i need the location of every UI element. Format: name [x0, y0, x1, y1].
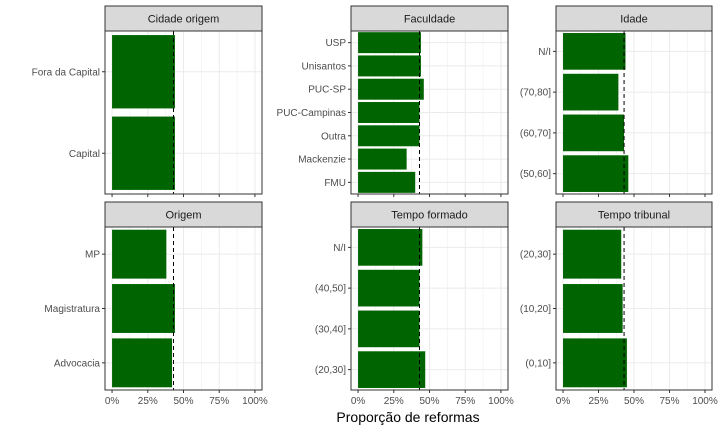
- panel-origem: Origem MP Magistratura Advocacia 0% 25% 50% 75%…: [44, 201, 268, 407]
- y-tick-label-capital: Capital: [69, 149, 100, 160]
- panel-tempo-tribunal: Tempo tribunal (20,30] (10,20] (0,10] 0% 25% 5…: [520, 201, 718, 407]
- panel-tempo-formado: Tempo formado N/I (40,50] (30,40] (20,30] 0% 2…: [315, 201, 514, 407]
- bar-puc-sp: [358, 78, 424, 100]
- bar-10-20: [563, 284, 623, 333]
- bar-usp: [358, 32, 421, 54]
- y-tick-label-20-30: (20,30]: [520, 250, 551, 261]
- y-tick-label-puc-campinas: PUC-Campinas: [277, 108, 346, 119]
- y-tick-label-mackenzie: Mackenzie: [298, 155, 346, 166]
- bar-40-50: [358, 269, 420, 307]
- bar-unisantos: [358, 55, 421, 77]
- y-tick-label-fora-da-capital: Fora da Capital: [32, 67, 100, 78]
- panel-strip: [350, 201, 509, 228]
- x-tick-label: 50%: [624, 396, 644, 407]
- x-tick-label: 75%: [659, 396, 679, 407]
- bar-70-80: [563, 73, 619, 111]
- panel-idade: Idade N/I (70,80] (60,70] (50,60]: [520, 5, 713, 197]
- x-tick-label: 75%: [455, 396, 475, 407]
- bar-outra: [358, 125, 420, 147]
- bar-50-60: [563, 155, 629, 192]
- x-tick-label: 75%: [209, 396, 229, 407]
- bar-puc-campinas: [358, 102, 420, 123]
- panel-title: Cidade origem: [148, 14, 220, 26]
- y-tick-label-fmu: FMU: [324, 178, 346, 189]
- panel-strip: [104, 5, 263, 32]
- x-tick-label: 0%: [556, 396, 571, 407]
- bar-mp: [112, 229, 167, 279]
- panel-title: Tempo formado: [391, 210, 467, 222]
- y-tick-label-mp: MP: [85, 250, 100, 261]
- x-tick-label: 0%: [105, 396, 120, 407]
- y-tick-label-40-50: (40,50]: [315, 284, 346, 295]
- bar-60-70: [563, 114, 625, 152]
- bar-advocacia: [112, 338, 173, 388]
- bar-fora-da-capital: [112, 35, 175, 109]
- y-tick-label-10-20: (10,20]: [520, 304, 551, 315]
- bar-n-i: [358, 229, 423, 266]
- panel-strip: [350, 5, 509, 32]
- panel-title: Origem: [165, 210, 201, 222]
- y-tick-label-advocacia: Advocacia: [54, 358, 101, 369]
- bar-20-30: [358, 351, 426, 388]
- x-tick-label: 100%: [692, 396, 718, 407]
- y-tick-label-magistratura: Magistratura: [44, 304, 100, 315]
- bar-20-30: [563, 229, 622, 279]
- panels-layer: Cidade origem Fora da Capital Capital Facul…: [32, 5, 718, 407]
- y-tick-label-0-10: (0,10]: [525, 358, 551, 369]
- panel-strip: [104, 201, 263, 228]
- y-tick-label-50-60: (50,60]: [520, 169, 551, 180]
- bar-mackenzie: [358, 148, 407, 170]
- y-tick-label-70-80: (70,80]: [520, 88, 551, 99]
- panel-title: Idade: [620, 14, 648, 26]
- panel-cidade-origem: Cidade origem Fora da Capital Capital: [32, 5, 263, 197]
- y-tick-label-30-40: (30,40]: [315, 324, 346, 335]
- y-tick-label-usp: USP: [325, 38, 346, 49]
- bar-0-10: [563, 338, 627, 388]
- x-tick-label: 25%: [589, 396, 609, 407]
- y-tick-label-20-30: (20,30]: [315, 365, 346, 376]
- panel-faculdade: Faculdade USP Unisantos PUC-SP PUC-Campinas O…: [277, 5, 509, 197]
- bar-magistratura: [112, 284, 175, 333]
- panel-title: Faculdade: [404, 14, 455, 26]
- y-tick-label-60-70: (60,70]: [520, 128, 551, 139]
- y-tick-label-unisantos: Unisantos: [302, 61, 346, 72]
- x-tick-label: 25%: [384, 396, 404, 407]
- panel-title: Tempo tribunal: [598, 210, 670, 222]
- x-tick-label: 0%: [351, 396, 366, 407]
- x-tick-label: 25%: [138, 396, 158, 407]
- x-tick-label: 50%: [419, 396, 439, 407]
- bar-capital: [112, 116, 175, 190]
- x-tick-label: 100%: [242, 396, 268, 407]
- panel-strip: [555, 201, 713, 228]
- y-tick-label-outra: Outra: [321, 131, 346, 142]
- bar-n-i: [563, 33, 626, 70]
- y-tick-label-n-i: N/I: [538, 47, 551, 58]
- x-tick-label: 100%: [488, 396, 514, 407]
- y-tick-label-n-i: N/I: [333, 243, 346, 254]
- x-axis-title: Proporção de reformas: [336, 409, 479, 425]
- x-tick-label: 50%: [173, 396, 193, 407]
- y-tick-label-puc-sp: PUC-SP: [308, 85, 346, 96]
- bar-30-40: [358, 310, 420, 348]
- bar-fmu: [358, 171, 416, 193]
